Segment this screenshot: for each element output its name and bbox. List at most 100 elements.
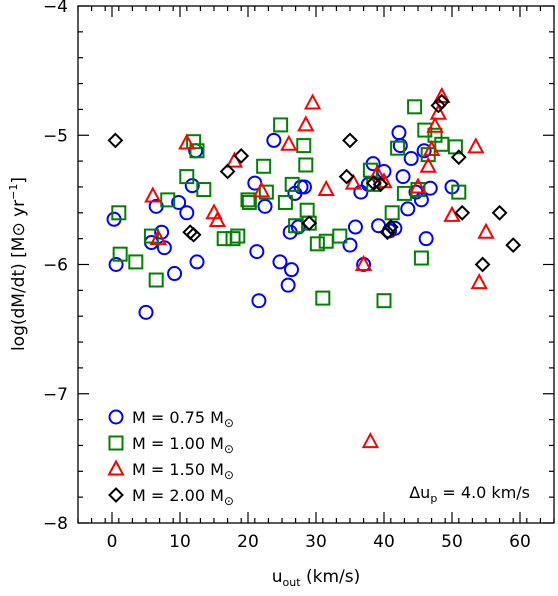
series-triangle (144, 86, 495, 449)
legend: M = 0.75 M⊙ M = 1.00 M⊙ M = 1.50 M⊙ M = 2.0… (107, 408, 234, 508)
circle-point (249, 244, 265, 260)
legend-item: M = 0.75 M⊙ (108, 408, 234, 430)
legend-label: M = 1.50 M⊙ (132, 460, 234, 482)
circle-point (284, 262, 300, 278)
diamond-point (372, 176, 389, 193)
diamond-point (450, 149, 467, 166)
triangle-point (280, 134, 298, 151)
y-tick-label: −6 (43, 256, 68, 276)
circle-point (416, 143, 432, 159)
diamond-point (342, 132, 358, 149)
square-point (273, 117, 289, 133)
square-point (376, 293, 392, 309)
triangle-point (429, 103, 448, 120)
diamond-point (491, 204, 508, 221)
circle-point (138, 304, 154, 320)
circle-point (171, 194, 187, 210)
square-point (216, 231, 232, 247)
legend-label: M = 2.00 M⊙ (132, 486, 234, 508)
square-point (230, 228, 246, 244)
circle-point (353, 184, 369, 200)
square-point (277, 194, 293, 210)
x-tick-label: 60 (509, 532, 531, 552)
square-point (384, 205, 400, 221)
triangle-point (297, 115, 315, 132)
triangle-point (470, 272, 488, 290)
circle-point (280, 277, 296, 293)
triangle-point (208, 210, 227, 228)
y-axis-title: log(dM/dt) [M⊙ yr−1] (7, 177, 29, 351)
triangle-point (317, 179, 335, 197)
square-point (332, 228, 348, 244)
triangle-point (419, 156, 437, 173)
triangle-point (426, 116, 444, 133)
circle-point (251, 293, 267, 309)
y-tick-label: −5 (43, 126, 68, 146)
diamond-point (301, 215, 318, 232)
triangle-point (477, 222, 495, 239)
y-tick-label: −7 (43, 385, 68, 405)
circle-point (391, 125, 407, 141)
square-point (309, 236, 325, 252)
square-point (258, 184, 274, 200)
triangle-point (422, 139, 441, 156)
diamond-point (338, 168, 355, 185)
diamond-point (107, 132, 124, 149)
legend-item: M = 1.50 M⊙ (107, 459, 234, 482)
legend-marker-square (108, 435, 124, 451)
square-point (284, 176, 300, 192)
circle-point (167, 266, 183, 282)
triangle-point (303, 93, 322, 110)
y-tick-label: −4 (43, 0, 68, 17)
diamond-point (433, 93, 450, 110)
circle-point (387, 220, 403, 236)
square-point (296, 138, 312, 154)
circle-point (347, 219, 363, 235)
series-diamond (107, 93, 522, 273)
square-point (128, 254, 144, 270)
data-points (106, 86, 522, 449)
legend-marker-circle (108, 409, 124, 425)
square-point (179, 169, 195, 185)
square-point (407, 99, 423, 115)
triangle-point (443, 205, 461, 222)
diamond-point (379, 224, 396, 241)
legend-label: M = 0.75 M⊙ (132, 408, 234, 430)
diamond-point (185, 226, 202, 243)
triangle-point (149, 229, 167, 246)
triangle-point (467, 137, 485, 154)
legend-item: M = 2.00 M⊙ (108, 486, 234, 508)
square-point (189, 143, 205, 159)
square-point (315, 290, 331, 306)
square-point (225, 231, 241, 247)
diamond-point (505, 237, 522, 254)
circle-point (257, 198, 273, 214)
square-point (196, 182, 212, 198)
legend-label: M = 1.00 M⊙ (132, 434, 234, 456)
circle-point (392, 138, 408, 154)
circle-point (395, 169, 411, 185)
square-point (451, 184, 467, 200)
triangle-point (354, 254, 373, 271)
diamond-point (430, 97, 447, 114)
circle-point (342, 237, 358, 253)
legend-marker-diamond (108, 487, 124, 503)
circle-point (266, 132, 282, 148)
x-tick-label: 10 (169, 532, 191, 552)
square-point (299, 202, 315, 218)
circle-point (179, 205, 195, 221)
diamond-point (382, 219, 399, 235)
circle-point (400, 201, 416, 217)
axis-ticks: 0 10 20 30 40 50 60 −8 −7 −6 −5 −4 (43, 0, 555, 552)
square-point (160, 192, 176, 208)
triangle-point (409, 177, 427, 194)
square-point (111, 205, 127, 221)
circle-point (189, 254, 205, 270)
circle-point (290, 219, 306, 235)
x-tick-label: 30 (305, 532, 327, 552)
x-tick-label: 50 (441, 532, 463, 552)
diamond-point (454, 204, 471, 221)
square-point (112, 246, 128, 262)
